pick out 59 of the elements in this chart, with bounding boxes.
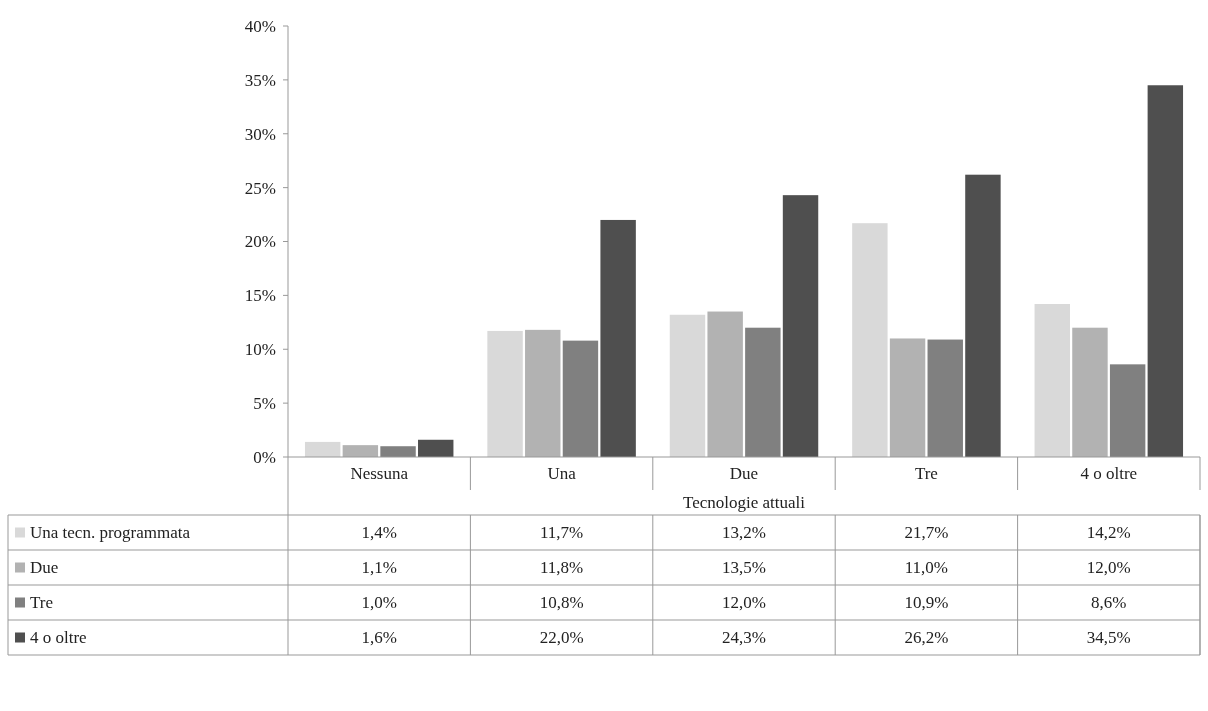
data-label: 10,9%: [904, 593, 949, 613]
legend-label: Una tecn. programmata: [30, 523, 191, 543]
data-label: 34,5%: [1086, 628, 1131, 648]
legend-label: Due: [30, 558, 59, 578]
data-label: 26,2%: [904, 628, 949, 648]
bar: [782, 195, 819, 457]
data-label: 13,2%: [722, 523, 766, 543]
data-label: 22,0%: [539, 628, 584, 648]
bar: [1147, 85, 1184, 457]
y-tick-label: 30%: [244, 124, 276, 144]
y-tick-label: 0%: [253, 447, 276, 467]
bar: [927, 339, 963, 457]
bar: [562, 340, 599, 457]
x-tick-label: 4 o oltre: [1080, 464, 1138, 484]
data-label: 11,7%: [539, 523, 584, 543]
x-tick-label: Due: [729, 464, 759, 484]
bar: [487, 330, 523, 457]
bar: [889, 338, 926, 457]
data-label: 11,0%: [904, 558, 949, 578]
data-label: 21,7%: [904, 523, 949, 543]
legend-label: 4 o oltre: [30, 628, 87, 648]
bar: [1034, 304, 1070, 457]
y-tick-label: 35%: [244, 70, 276, 90]
bar: [1072, 327, 1108, 457]
bar: [525, 329, 561, 457]
data-label: 13,5%: [722, 558, 766, 578]
x-axis-title: Tecnologie attuali: [682, 493, 806, 513]
bar: [707, 311, 743, 457]
y-tick-label: 15%: [244, 286, 276, 306]
bar: [304, 441, 341, 457]
bar: [1109, 364, 1146, 457]
bar: [965, 174, 1001, 457]
data-label: 10,8%: [539, 593, 584, 613]
data-label: 11,8%: [539, 558, 584, 578]
x-tick-label: Nessuna: [350, 464, 409, 484]
y-tick-label: 5%: [253, 394, 276, 414]
bar: [418, 439, 454, 457]
bar: [669, 314, 706, 457]
y-tick-label: 25%: [244, 178, 276, 198]
data-label: 1,6%: [361, 628, 397, 648]
legend-label: Tre: [30, 593, 53, 613]
data-label: 14,2%: [1086, 523, 1131, 543]
bar: [600, 219, 636, 457]
bar: [745, 327, 781, 457]
x-tick-label: Una: [547, 464, 577, 484]
y-tick-label: 40%: [244, 16, 276, 36]
data-label: 24,3%: [722, 628, 766, 648]
y-tick-label: 10%: [244, 340, 276, 360]
bar: [342, 445, 379, 457]
data-label: 8,6%: [1091, 593, 1127, 613]
x-tick-label: Tre: [914, 464, 938, 484]
data-label: 1,4%: [361, 523, 397, 543]
data-label: 12,0%: [1086, 558, 1131, 578]
bar: [380, 446, 416, 457]
y-tick-label: 20%: [244, 232, 276, 252]
data-label: 12,0%: [722, 593, 766, 613]
bar: [852, 223, 888, 457]
data-label: 1,1%: [361, 558, 397, 578]
data-label: 1,0%: [361, 593, 397, 613]
